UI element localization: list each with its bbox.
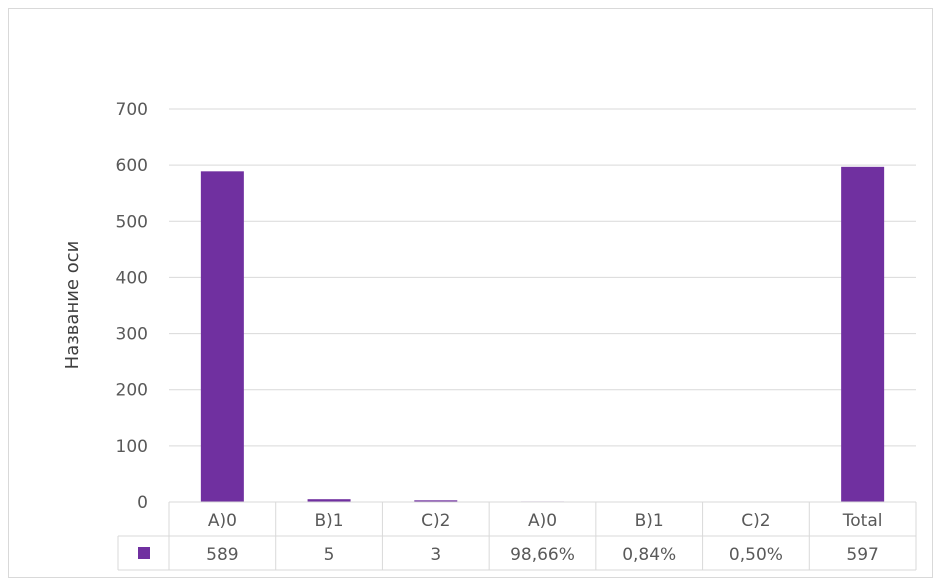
- chart-frame: [8, 8, 933, 578]
- category-label: B)1: [635, 511, 664, 531]
- data-table-value: 597: [846, 545, 878, 565]
- category-label: A)0: [528, 511, 557, 531]
- bar: [307, 499, 351, 502]
- category-label: B)1: [315, 511, 344, 531]
- y-tick-label: 100: [116, 437, 148, 457]
- y-axis-title: Название оси: [62, 241, 83, 370]
- data-table-value: 0,84%: [622, 545, 676, 565]
- bar: [200, 171, 244, 502]
- category-label: A)0: [208, 511, 237, 531]
- y-tick-label: 700: [116, 100, 148, 120]
- y-tick-label: 300: [116, 325, 148, 345]
- category-label: Total: [842, 511, 883, 531]
- data-table-value: 3: [430, 545, 441, 565]
- y-tick-label: 0: [137, 493, 148, 513]
- data-table-value: 589: [206, 545, 238, 565]
- data-table-value: 0,50%: [729, 545, 783, 565]
- legend-key: [138, 547, 150, 559]
- y-tick-label: 200: [116, 381, 148, 401]
- data-table-value: 5: [324, 545, 335, 565]
- y-tick-label: 500: [116, 212, 148, 232]
- category-label: C)2: [741, 511, 770, 531]
- y-tick-label: 400: [116, 268, 148, 288]
- category-label: C)2: [421, 511, 450, 531]
- bar: [414, 500, 458, 502]
- bar: [841, 166, 885, 502]
- data-table-value: 98,66%: [510, 545, 575, 565]
- y-tick-label: 600: [116, 156, 148, 176]
